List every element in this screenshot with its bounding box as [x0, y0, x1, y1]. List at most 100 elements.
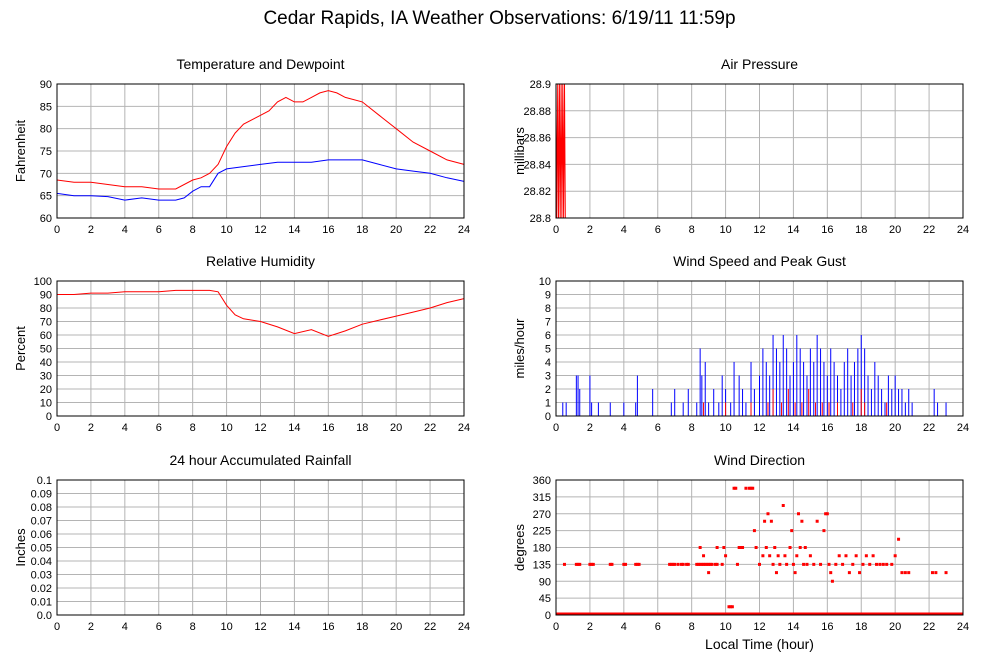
x-tick-label: 8 — [689, 621, 695, 633]
wind-direction-point — [608, 562, 612, 566]
x-tick-label: 2 — [587, 422, 593, 434]
y-axis-label: Inches — [13, 528, 28, 567]
y-tick-label: 360 — [533, 475, 551, 487]
wind-direction-point — [815, 519, 819, 523]
x-tick-label: 0 — [553, 422, 559, 434]
y-tick-label: 0.0 — [37, 610, 52, 622]
y-tick-label: 28.86 — [523, 133, 551, 145]
wind-direction-point — [735, 562, 739, 566]
wind-direction-point — [685, 562, 689, 566]
y-tick-label: 180 — [533, 543, 551, 555]
y-tick-label: 80 — [40, 303, 52, 315]
x-tick-label: 10 — [719, 422, 731, 434]
y-tick-label: 315 — [533, 492, 551, 504]
wind-direction-point — [578, 562, 582, 566]
wind-direction-point — [588, 562, 592, 566]
wind-direction-point — [803, 546, 807, 549]
wind-direction-point — [710, 562, 714, 566]
wind-direction-point — [622, 562, 626, 566]
x-tick-label: 22 — [923, 224, 935, 236]
y-tick-label: 28.82 — [523, 186, 551, 198]
x-tick-label: 18 — [855, 422, 867, 434]
x-tick-label: 18 — [356, 224, 368, 236]
x-tick-label: 12 — [254, 224, 266, 236]
chart-title: Temperature and Dewpoint — [176, 56, 344, 72]
wind-direction-point — [875, 562, 879, 566]
wind-direction-point — [930, 571, 934, 575]
x-tick-label: 12 — [254, 422, 266, 434]
y-axis-label: Fahrenheit — [13, 120, 28, 183]
wind-direction-point — [841, 562, 845, 566]
y-axis-label: millibars — [512, 127, 527, 175]
wind-direction-point — [576, 562, 580, 566]
y-tick-label: 2 — [545, 384, 551, 396]
y-tick-label: 45 — [539, 593, 551, 605]
pressure-series-0-line — [555, 83, 963, 219]
x-tick-label: 20 — [889, 224, 901, 236]
x-tick-label: 20 — [390, 621, 402, 633]
x-tick-label: 18 — [356, 422, 368, 434]
chart-title: Wind Speed and Peak Gust — [673, 253, 846, 269]
x-tick-label: 24 — [458, 621, 470, 633]
x-tick-label: 6 — [156, 422, 162, 434]
y-tick-label: 0.09 — [31, 489, 52, 501]
wind-direction-point — [781, 504, 785, 507]
wind-direction-point — [737, 546, 741, 549]
wind-direction-point — [695, 562, 699, 566]
wind-direction-point — [763, 519, 767, 523]
wind-direction-point — [769, 519, 773, 523]
y-tick-label: 0.06 — [31, 529, 52, 541]
y-tick-label: 90 — [40, 79, 52, 91]
x-tick-label: 14 — [288, 621, 300, 633]
wind-direction-point — [778, 562, 782, 566]
x-tick-label: 0 — [553, 224, 559, 236]
wind-direction-point — [715, 546, 719, 549]
wind-direction-point — [795, 554, 799, 558]
x-tick-label: 10 — [220, 224, 232, 236]
wind-direction-point — [752, 529, 756, 533]
y-tick-label: 28.8 — [530, 213, 551, 225]
y-tick-label: 0.01 — [31, 597, 52, 609]
y-tick-label: 85 — [40, 101, 52, 113]
x-tick-label: 2 — [88, 422, 94, 434]
wind-direction-point — [907, 571, 911, 575]
wind-direction-point — [837, 554, 841, 558]
y-axis-label: Percent — [13, 326, 28, 371]
x-tick-label: 18 — [855, 621, 867, 633]
humidity-frame — [56, 280, 465, 417]
wind-direction-point — [861, 562, 865, 566]
x-axis-label: Local Time (hour) — [705, 636, 814, 652]
wind-direction-point — [812, 562, 816, 566]
y-tick-label: 0 — [545, 610, 551, 622]
x-tick-label: 0 — [54, 224, 60, 236]
y-tick-label: 60 — [40, 330, 52, 342]
x-tick-label: 22 — [923, 422, 935, 434]
wind-direction-point — [744, 486, 748, 490]
rainfall-frame — [56, 479, 465, 616]
chart-title: Wind Direction — [714, 452, 805, 468]
x-tick-label: 20 — [889, 422, 901, 434]
temperature-series-0-line — [56, 90, 465, 190]
wind-direction-point — [798, 546, 802, 549]
y-tick-label: 7 — [545, 317, 551, 329]
y-tick-label: 135 — [533, 559, 551, 571]
wind-direction-point — [766, 512, 770, 516]
y-tick-label: 270 — [533, 509, 551, 521]
wind-direction-point — [703, 562, 707, 566]
wind-direction-point — [754, 546, 758, 549]
x-tick-label: 22 — [424, 422, 436, 434]
wind-direction-point — [676, 562, 680, 566]
x-tick-label: 6 — [655, 224, 661, 236]
wind-direction-point — [732, 486, 736, 490]
wind-direction-point — [819, 562, 823, 566]
y-tick-label: 50 — [40, 344, 52, 356]
wind-direction-point — [634, 562, 638, 566]
wind-direction-point — [791, 562, 795, 566]
x-tick-label: 4 — [621, 621, 627, 633]
wind-direction-point — [771, 562, 775, 566]
x-tick-label: 20 — [889, 621, 901, 633]
wind-direction-point — [702, 562, 706, 566]
